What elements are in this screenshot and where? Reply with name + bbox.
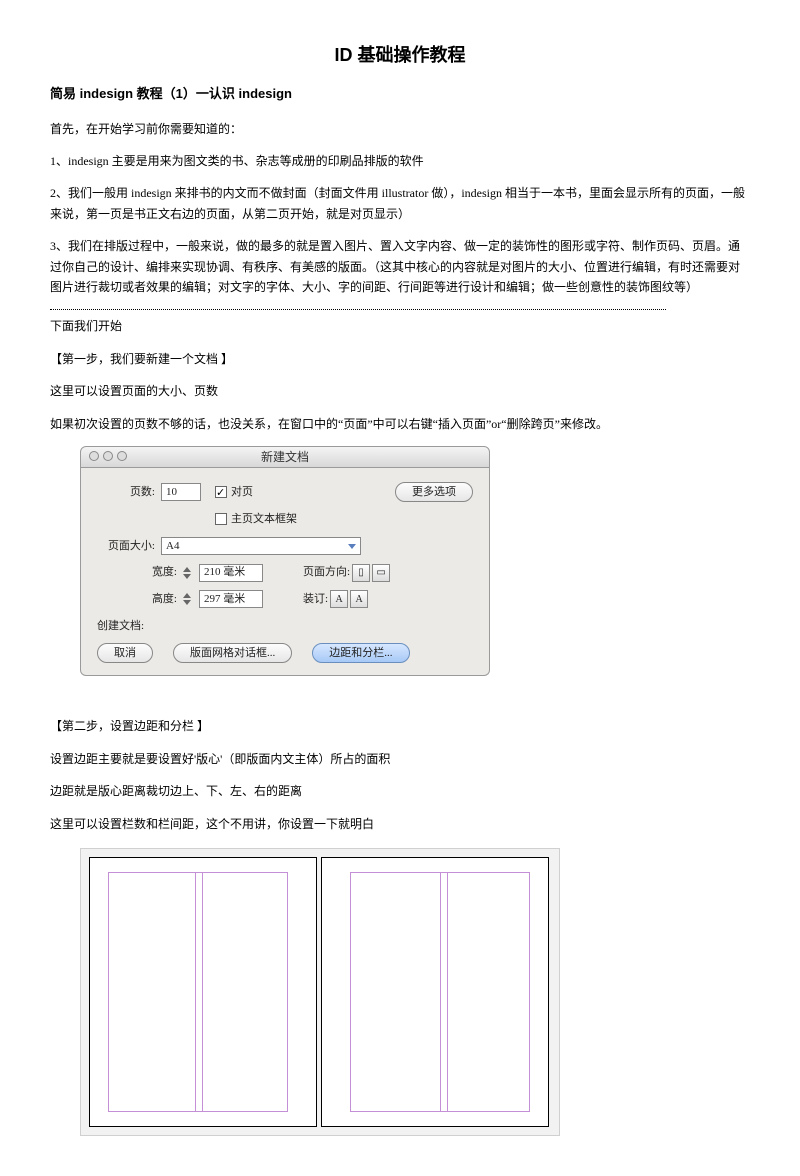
new-doc-dialog: 新建文档 页数: 10 对页 更多选项 主页文本框架 页面大小: A4 宽度:	[80, 446, 750, 676]
step2-head: 【第二步，设置边距和分栏 】	[50, 716, 750, 736]
dialog-title: 新建文档	[261, 447, 309, 467]
bind-right-icon[interactable]: A	[350, 590, 368, 608]
intro-text: 首先，在开始学习前你需要知道的：	[50, 119, 750, 139]
create-label: 创建文档:	[97, 617, 473, 636]
more-options-button[interactable]: 更多选项	[395, 482, 473, 502]
right-column-guide-1	[440, 872, 441, 1112]
page-title: ID 基础操作教程	[50, 40, 750, 71]
size-select[interactable]: A4	[161, 537, 361, 555]
width-stepper[interactable]	[183, 567, 197, 579]
step1-head: 【第一步，我们要新建一个文档 】	[50, 349, 750, 369]
step1-a: 这里可以设置页面的大小、页数	[50, 381, 750, 401]
orient-label: 页面方向:	[303, 563, 350, 582]
step2-c: 这里可以设置栏数和栏间距，这个不用讲，你设置一下就明白	[50, 814, 750, 834]
right-column-guide-2	[447, 872, 448, 1112]
grid-dialog-button[interactable]: 版面网格对话框...	[173, 643, 292, 663]
step2-a: 设置边距主要就是要设置好'版心'（即版面内文主体）所占的面积	[50, 749, 750, 769]
facing-checkbox[interactable]	[215, 486, 227, 498]
divider	[50, 309, 666, 310]
facing-label: 对页	[231, 483, 253, 502]
left-column-guide-1	[195, 872, 196, 1112]
chevron-down-icon	[348, 544, 356, 549]
point-1: 1、indesign 主要是用来为图文类的书、杂志等成册的印刷品排版的软件	[50, 151, 750, 171]
begin-text: 下面我们开始	[50, 316, 750, 336]
left-column-guide-2	[202, 872, 203, 1112]
cancel-button[interactable]: 取消	[97, 643, 153, 663]
height-label: 高度:	[97, 590, 177, 609]
master-label: 主页文本框架	[231, 510, 297, 529]
right-page	[321, 857, 549, 1127]
pages-field[interactable]: 10	[161, 483, 201, 501]
width-field[interactable]: 210 毫米	[199, 564, 263, 582]
minimize-icon[interactable]	[103, 451, 113, 461]
height-field[interactable]: 297 毫米	[199, 590, 263, 608]
master-checkbox[interactable]	[215, 513, 227, 525]
margins-columns-button[interactable]: 边距和分栏...	[312, 643, 409, 663]
left-margin-guide	[108, 872, 288, 1112]
step1-b: 如果初次设置的页数不够的话，也没关系，在窗口中的“页面”中可以右键“插入页面”o…	[50, 414, 750, 434]
width-label: 宽度:	[97, 563, 177, 582]
zoom-icon[interactable]	[117, 451, 127, 461]
dialog-titlebar: 新建文档	[80, 446, 490, 468]
close-icon[interactable]	[89, 451, 99, 461]
point-2: 2、我们一般用 indesign 来排书的内文而不做封面（封面文件用 illus…	[50, 183, 750, 224]
point-3: 3、我们在排版过程中，一般来说，做的最多的就是置入图片、置入文字内容、做一定的装…	[50, 236, 750, 297]
bind-label: 装订:	[303, 590, 328, 609]
left-page	[89, 857, 317, 1127]
portrait-icon[interactable]: ▯	[352, 564, 370, 582]
height-stepper[interactable]	[183, 593, 197, 605]
pages-label: 页数:	[97, 483, 155, 502]
step2-b: 边距就是版心距离裁切边上、下、左、右的距离	[50, 781, 750, 801]
bind-left-icon[interactable]: A	[330, 590, 348, 608]
page-spread-preview	[80, 848, 560, 1136]
landscape-icon[interactable]: ▭	[372, 564, 390, 582]
size-label: 页面大小:	[97, 537, 155, 556]
subtitle: 简易 indesign 教程（1）一认识 indesign	[50, 83, 750, 105]
